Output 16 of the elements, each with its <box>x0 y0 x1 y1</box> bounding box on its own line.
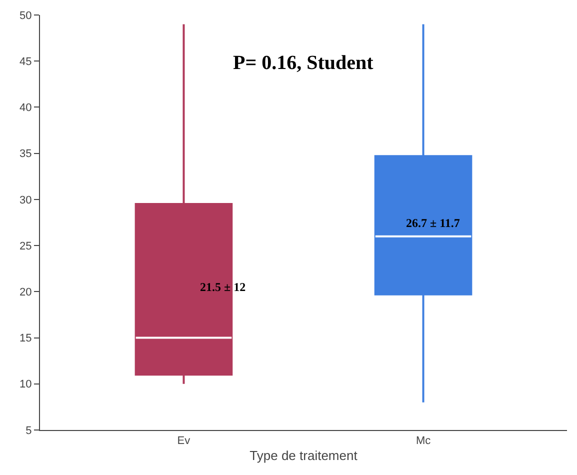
annotation: 26.7 ± 11.7 <box>406 216 460 230</box>
y-tick-label: 50 <box>20 10 32 22</box>
x-tick-label: Ev <box>177 435 191 448</box>
x-tick-label: Mc <box>416 435 432 448</box>
y-tick-label: 40 <box>20 102 32 114</box>
annotation: P= 0.16, Student <box>233 52 374 74</box>
y-tick-label: 35 <box>20 148 32 160</box>
y-tick-label: 15 <box>20 332 32 345</box>
y-tick-label: 5 <box>26 424 32 437</box>
y-tick-label: 25 <box>20 240 32 252</box>
x-axis-title: Type de traitement <box>250 448 358 463</box>
y-tick-label: 10 <box>20 378 32 391</box>
y-tick-label: 20 <box>20 286 32 299</box>
y-tick-label: 45 <box>20 56 32 68</box>
annotation: 21.5 ± 12 <box>200 280 246 294</box>
y-tick-label: 30 <box>20 194 32 206</box>
